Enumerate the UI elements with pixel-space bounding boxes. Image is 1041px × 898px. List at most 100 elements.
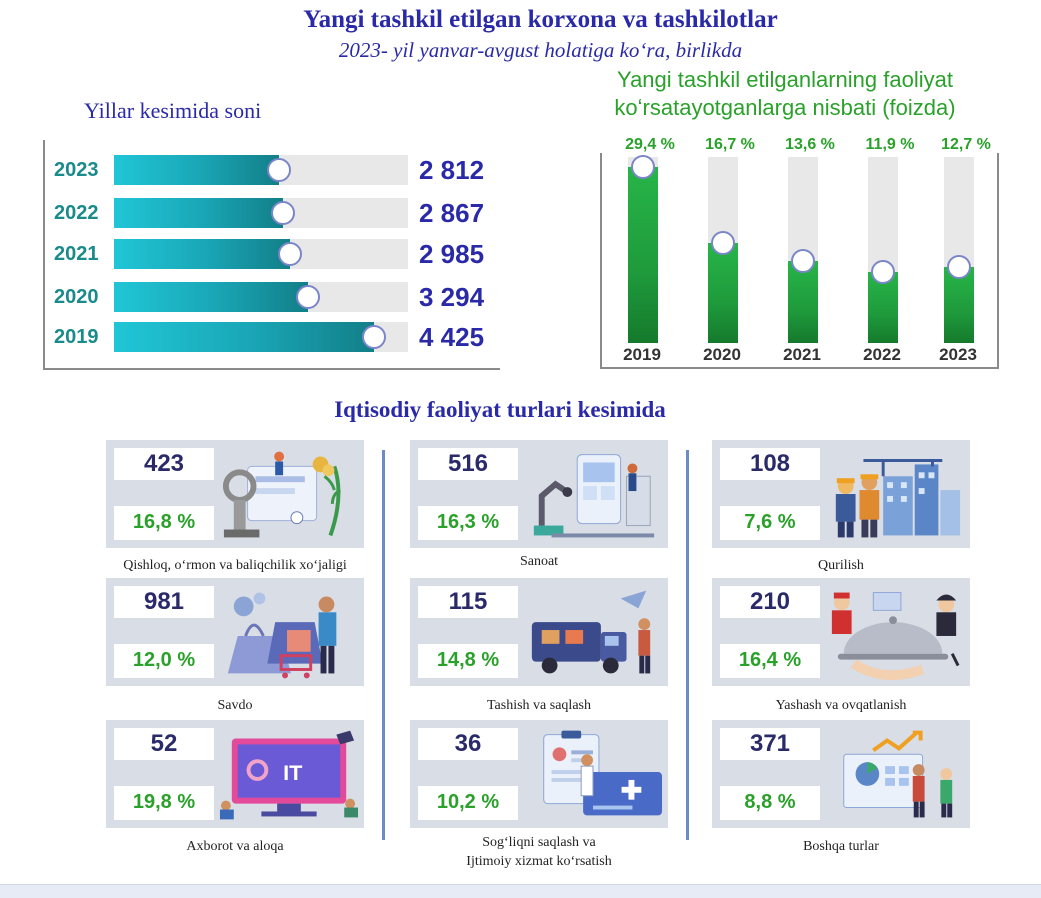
card-count-box: 52: [114, 728, 214, 760]
card-percent: 10,2 %: [436, 791, 500, 813]
hospitality-illustration: [824, 584, 966, 682]
card-percent-box: 10,2 %: [418, 786, 518, 820]
card-percent: 14,8 %: [436, 649, 500, 671]
vbar-track: [868, 157, 898, 343]
hbar-row: 2019 4 425: [45, 320, 505, 354]
vbar-year-label: 2020: [703, 345, 741, 364]
vbar-column: 2023: [918, 153, 998, 367]
hbar-knob: [295, 285, 320, 309]
card-percent: 16,3 %: [436, 511, 500, 533]
card-count: 371: [749, 730, 791, 757]
main-subtitle: 2023- yil yanvar-avgust holatiga koʻra, …: [338, 38, 743, 62]
activity-card: 210 16,4 %: [712, 578, 970, 686]
card-percent-box: 16,3 %: [418, 506, 518, 540]
card-percent-box: 12,0 %: [114, 644, 214, 678]
hbar-value-label: 2 812: [419, 155, 485, 185]
card-caption: Sogʻliqni saqlash va Ijtimoiy xizmat koʻr…: [404, 833, 674, 871]
hbar-track: [114, 282, 408, 312]
card-caption: Savdo: [100, 696, 370, 715]
activity-card: 371 8,8 %: [712, 720, 970, 828]
it-illustration: IT: [218, 726, 360, 824]
activity-card: 516 16,3 %: [410, 440, 668, 548]
vbar-track: [708, 157, 738, 343]
vbar-year-label: 2019: [623, 345, 661, 364]
vbar-value-label: 13,6 %: [785, 136, 835, 153]
card-caption: Sanoat: [404, 552, 674, 571]
card-percent-box: 7,6 %: [720, 506, 820, 540]
card-caption-line: Sogʻliqni saqlash va: [482, 835, 596, 850]
vbar-knob: [871, 259, 895, 284]
vbar-column: 2019: [602, 153, 682, 367]
activity-card: 115 14,8 %: [410, 578, 668, 686]
hbar-year-label: 2020: [54, 286, 99, 308]
activity-card: 36 10,2 %: [410, 720, 668, 828]
card-count-box: 115: [418, 586, 518, 618]
vbar-column: 2020: [682, 153, 762, 367]
card-caption: Qishloq, oʻrmon va baliqchilik xoʻjaligi: [100, 556, 370, 575]
card-count-box: 981: [114, 586, 214, 618]
activity-card: 52 19,8 % IT: [106, 720, 364, 828]
main-title: Yangi tashkil etilgan korxona va tashkil…: [303, 6, 778, 33]
vbar-knob: [791, 249, 815, 274]
card-caption-line: Savdo: [217, 698, 253, 713]
card-caption: Yashash va ovqatlanish: [706, 696, 976, 715]
activity-card: 108 7,6 %: [712, 440, 970, 548]
card-count-box: 36: [418, 728, 518, 760]
hbar-year-label: 2023: [54, 159, 99, 181]
vbar-value-label: 11,9 %: [865, 136, 915, 153]
card-percent: 19,8 %: [132, 791, 196, 813]
vbar-track: [628, 154, 658, 343]
card-caption-line: Boshqa turlar: [803, 839, 879, 854]
hbar-knob: [362, 325, 387, 349]
card-count-box: 423: [114, 448, 214, 480]
hbar-2019: [114, 322, 375, 352]
card-count-box: 516: [418, 448, 518, 480]
card-caption-line: Sanoat: [519, 554, 559, 569]
right-chart-title-line-2: koʻrsatayotganlarga nisbati (foizda): [614, 95, 956, 120]
card-count-box: 108: [720, 448, 820, 480]
card-count: 210: [749, 588, 791, 615]
hbar-knob: [270, 201, 295, 225]
right-chart-title: Yangi tashkil etilganlarning faoliyat ko…: [585, 66, 985, 122]
hbar-2023: [114, 155, 280, 185]
vbar-column: 2022: [842, 153, 922, 367]
card-count: 52: [150, 730, 178, 757]
hbar-value-label: 2 985: [419, 239, 485, 269]
hbar-value-label: 2 867: [419, 198, 485, 228]
card-caption-line: Qurilish: [818, 558, 864, 573]
hbar-year-label: 2019: [54, 326, 99, 348]
vbar-column: 2021: [762, 153, 842, 367]
vertical-bar-value-labels: 29,4 % 16,7 % 13,6 % 11,9 % 12,7 %: [600, 0, 1000, 160]
card-count: 108: [749, 450, 791, 477]
activity-card: 423 16,8 %: [106, 440, 364, 548]
horizontal-bar-chart: 2023 2 812 2022 2 867 2021 2 985 2020 3 294 2019…: [43, 140, 500, 370]
hbar-value-label: 4 425: [419, 322, 485, 352]
agriculture-illustration: [218, 446, 360, 544]
vbar-year-label: 2021: [783, 345, 821, 364]
hbar-track: [114, 239, 408, 269]
card-percent-box: 8,8 %: [720, 786, 820, 820]
hbar-row: 2020 3 294: [45, 280, 505, 314]
hbar-value-label: 3 294: [419, 282, 485, 312]
vbar-2023: [944, 266, 974, 343]
hbar-knob: [267, 158, 292, 182]
vbar-value-label: 29,4 %: [625, 136, 675, 153]
hbar-track: [114, 322, 408, 352]
vbar-track: [944, 157, 974, 343]
hbar-2020: [114, 282, 308, 312]
card-count-box: 371: [720, 728, 820, 760]
card-caption-line: Axborot va aloqa: [186, 839, 284, 854]
it-label: IT: [283, 760, 303, 785]
card-percent: 8,8 %: [744, 791, 796, 813]
left-chart-title: Yillar kesimida soni: [84, 98, 262, 123]
industry-illustration: [522, 446, 664, 544]
construction-illustration: [824, 446, 966, 544]
right-chart-title-line-1: Yangi tashkil etilganlarning faoliyat: [617, 67, 953, 92]
card-count: 423: [143, 450, 185, 477]
hbar-2021: [114, 239, 290, 269]
vbar-2021: [788, 261, 818, 343]
vertical-bar-chart: 2019 2020 2021 2022 2023: [600, 153, 999, 369]
card-count: 115: [448, 588, 488, 615]
column-divider-right: [686, 450, 689, 840]
card-caption: Qurilish: [706, 556, 976, 575]
